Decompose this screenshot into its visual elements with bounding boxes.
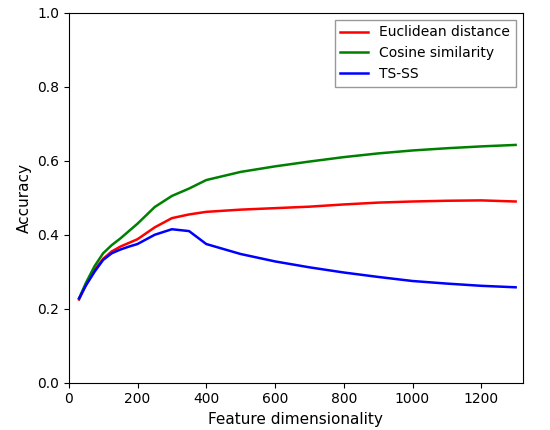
- Euclidean distance: [117, 244, 124, 249]
- Euclidean distance: [272, 206, 278, 211]
- Line: Euclidean distance: Euclidean distance: [79, 200, 516, 299]
- TS-SS: [478, 283, 485, 289]
- Cosine similarity: [186, 186, 192, 191]
- Euclidean distance: [186, 212, 192, 217]
- Euclidean distance: [203, 209, 210, 215]
- Cosine similarity: [168, 194, 175, 199]
- TS-SS: [409, 279, 416, 284]
- Cosine similarity: [125, 228, 132, 233]
- TS-SS: [91, 269, 98, 274]
- Euclidean distance: [306, 204, 312, 209]
- Cosine similarity: [375, 151, 382, 156]
- Cosine similarity: [151, 205, 158, 210]
- Line: TS-SS: TS-SS: [79, 229, 516, 298]
- Euclidean distance: [513, 199, 519, 204]
- Euclidean distance: [238, 207, 244, 212]
- TS-SS: [82, 283, 89, 288]
- Cosine similarity: [272, 164, 278, 169]
- Cosine similarity: [117, 236, 124, 241]
- Euclidean distance: [125, 240, 132, 246]
- TS-SS: [238, 252, 244, 257]
- Cosine similarity: [443, 146, 450, 151]
- Euclidean distance: [478, 198, 485, 203]
- TS-SS: [443, 281, 450, 286]
- TS-SS: [272, 259, 278, 264]
- TS-SS: [340, 270, 347, 275]
- TS-SS: [117, 247, 124, 252]
- Cosine similarity: [76, 296, 82, 301]
- TS-SS: [306, 265, 312, 270]
- Euclidean distance: [91, 267, 98, 273]
- TS-SS: [108, 251, 115, 256]
- Legend: Euclidean distance, Cosine similarity, TS-SS: Euclidean distance, Cosine similarity, T…: [335, 20, 515, 87]
- TS-SS: [513, 285, 519, 290]
- Cosine similarity: [134, 221, 141, 226]
- Cosine similarity: [409, 148, 416, 153]
- Cosine similarity: [82, 280, 89, 286]
- Euclidean distance: [100, 256, 107, 261]
- TS-SS: [100, 257, 107, 262]
- TS-SS: [168, 227, 175, 232]
- Cosine similarity: [306, 159, 312, 164]
- Cosine similarity: [91, 264, 98, 269]
- TS-SS: [186, 228, 192, 233]
- TS-SS: [125, 244, 132, 249]
- Euclidean distance: [409, 199, 416, 204]
- Euclidean distance: [443, 198, 450, 203]
- Cosine similarity: [513, 142, 519, 147]
- Euclidean distance: [82, 282, 89, 287]
- TS-SS: [375, 274, 382, 280]
- X-axis label: Feature dimensionality: Feature dimensionality: [208, 412, 383, 427]
- Euclidean distance: [375, 200, 382, 205]
- Cosine similarity: [203, 178, 210, 183]
- TS-SS: [76, 296, 82, 301]
- Cosine similarity: [238, 169, 244, 175]
- Cosine similarity: [100, 251, 107, 256]
- Euclidean distance: [134, 237, 141, 242]
- Cosine similarity: [340, 154, 347, 160]
- Cosine similarity: [478, 144, 485, 149]
- Euclidean distance: [151, 225, 158, 230]
- Euclidean distance: [168, 215, 175, 221]
- TS-SS: [151, 232, 158, 237]
- TS-SS: [134, 242, 141, 247]
- Line: Cosine similarity: Cosine similarity: [79, 145, 516, 298]
- Euclidean distance: [108, 249, 115, 254]
- Euclidean distance: [340, 202, 347, 207]
- Y-axis label: Accuracy: Accuracy: [16, 163, 31, 233]
- TS-SS: [203, 242, 210, 247]
- Cosine similarity: [108, 243, 115, 248]
- Euclidean distance: [76, 297, 82, 302]
